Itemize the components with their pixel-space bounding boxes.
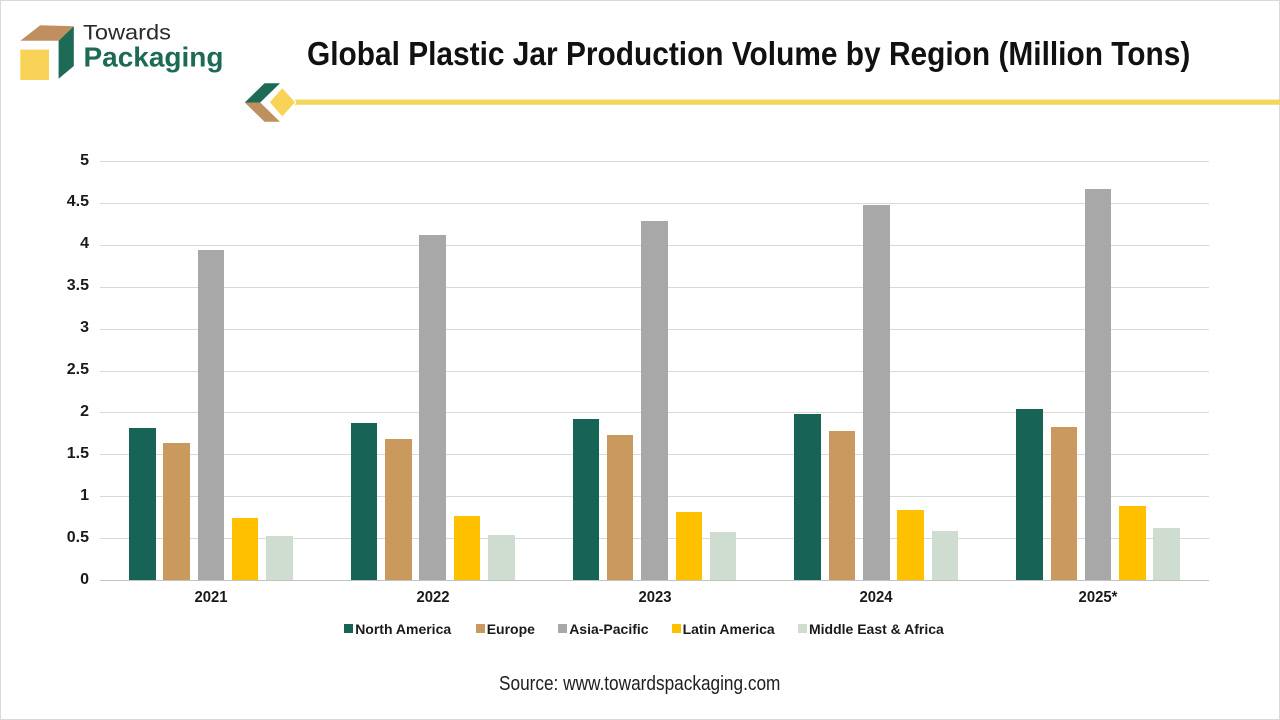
svg-text:Packaging: Packaging — [84, 42, 224, 73]
svg-text:Towards: Towards — [83, 22, 171, 45]
